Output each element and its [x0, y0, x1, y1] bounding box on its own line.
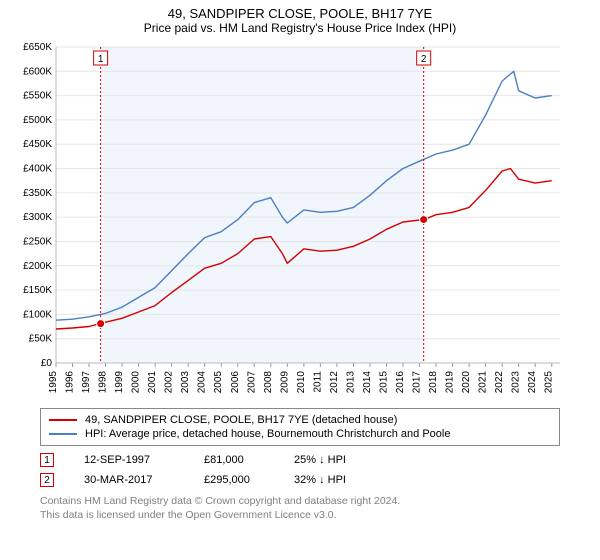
legend-item: HPI: Average price, detached house, Bour… — [49, 427, 551, 441]
event-delta: 25% ↓ HPI — [294, 454, 346, 466]
svg-text:2014: 2014 — [362, 371, 373, 394]
svg-text:1995: 1995 — [48, 371, 59, 394]
chart-area: £0 £50K £100K £150K £200K £250K £300K £350K £400… — [10, 37, 590, 402]
svg-text:1999: 1999 — [114, 371, 125, 394]
svg-text:2001: 2001 — [147, 371, 158, 394]
event-row: 2 30-MAR-2017 £295,000 32% ↓ HPI — [40, 470, 560, 490]
svg-text:£100K: £100K — [23, 309, 52, 320]
svg-text:£650K: £650K — [23, 42, 52, 53]
svg-text:£150K: £150K — [23, 285, 52, 296]
event-delta: 32% ↓ HPI — [294, 474, 346, 486]
event-date: 12-SEP-1997 — [84, 454, 174, 466]
svg-text:£550K: £550K — [23, 91, 52, 102]
svg-text:1: 1 — [98, 54, 104, 65]
event-date: 30-MAR-2017 — [84, 474, 174, 486]
svg-text:£400K: £400K — [23, 164, 52, 175]
event-price: £295,000 — [204, 474, 264, 486]
svg-text:£50K: £50K — [29, 334, 53, 345]
svg-text:2013: 2013 — [345, 371, 356, 394]
svg-text:2005: 2005 — [213, 371, 224, 394]
svg-text:£300K: £300K — [23, 212, 52, 223]
legend-swatch — [49, 433, 77, 435]
svg-text:£500K: £500K — [23, 115, 52, 126]
svg-text:2022: 2022 — [494, 371, 505, 394]
svg-text:2011: 2011 — [312, 371, 323, 393]
event-price: £81,000 — [204, 454, 264, 466]
legend-item: 49, SANDPIPER CLOSE, POOLE, BH17 7YE (de… — [49, 413, 551, 427]
events-table: 1 12-SEP-1997 £81,000 25% ↓ HPI 2 30-MAR… — [40, 450, 560, 490]
event-row: 1 12-SEP-1997 £81,000 25% ↓ HPI — [40, 450, 560, 470]
svg-text:1997: 1997 — [81, 371, 92, 394]
svg-text:1998: 1998 — [98, 371, 109, 394]
page-subtitle: Price paid vs. HM Land Registry's House … — [10, 21, 590, 35]
svg-text:2012: 2012 — [329, 371, 340, 394]
svg-text:£350K: £350K — [23, 188, 52, 199]
svg-text:£200K: £200K — [23, 261, 52, 272]
legend: 49, SANDPIPER CLOSE, POOLE, BH17 7YE (de… — [40, 408, 560, 446]
svg-text:2015: 2015 — [378, 371, 389, 394]
event-marker-box: 2 — [40, 473, 54, 487]
svg-text:2016: 2016 — [395, 371, 406, 394]
svg-text:2023: 2023 — [511, 371, 522, 394]
legend-label: HPI: Average price, detached house, Bour… — [85, 428, 450, 440]
event-marker-box: 1 — [40, 453, 54, 467]
svg-text:£450K: £450K — [23, 139, 52, 150]
svg-text:1996: 1996 — [65, 371, 76, 394]
svg-text:2008: 2008 — [263, 371, 274, 394]
svg-text:2004: 2004 — [197, 371, 208, 394]
svg-text:2024: 2024 — [527, 371, 538, 394]
license-line: Contains HM Land Registry data © Crown c… — [40, 495, 400, 507]
svg-text:2: 2 — [421, 54, 427, 65]
svg-text:2003: 2003 — [180, 371, 191, 394]
svg-text:£0: £0 — [41, 358, 53, 369]
license-line: This data is licensed under the Open Gov… — [40, 509, 337, 521]
svg-text:2019: 2019 — [445, 371, 456, 394]
line-chart: £0 £50K £100K £150K £200K £250K £300K £350K £400… — [10, 37, 570, 397]
svg-text:2020: 2020 — [461, 371, 472, 394]
svg-text:£250K: £250K — [23, 236, 52, 247]
svg-text:2009: 2009 — [279, 371, 290, 394]
svg-text:£600K: £600K — [23, 66, 52, 77]
license-text: Contains HM Land Registry data © Crown c… — [40, 494, 560, 522]
svg-text:2021: 2021 — [478, 371, 489, 394]
svg-text:2010: 2010 — [296, 371, 307, 394]
svg-text:2000: 2000 — [131, 371, 142, 394]
svg-text:2002: 2002 — [164, 371, 175, 394]
svg-text:2007: 2007 — [246, 371, 257, 394]
legend-swatch — [49, 419, 77, 421]
svg-text:2018: 2018 — [428, 371, 439, 394]
svg-text:2017: 2017 — [412, 371, 423, 394]
svg-text:2025: 2025 — [544, 371, 555, 394]
svg-text:2006: 2006 — [230, 371, 241, 394]
page-title: 49, SANDPIPER CLOSE, POOLE, BH17 7YE — [10, 6, 590, 21]
legend-label: 49, SANDPIPER CLOSE, POOLE, BH17 7YE (de… — [85, 414, 397, 426]
